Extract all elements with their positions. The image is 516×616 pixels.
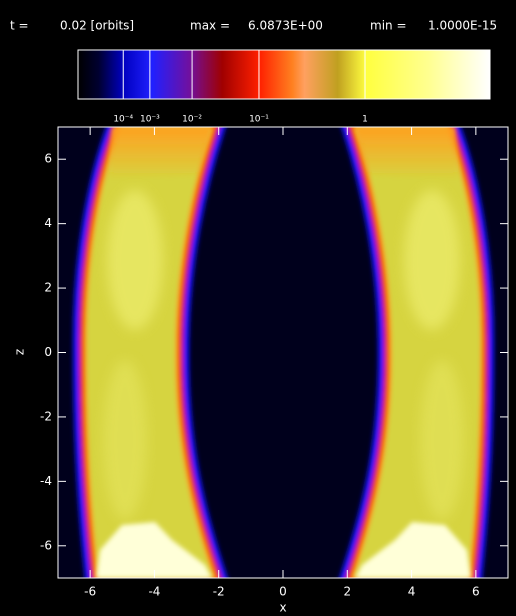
x-axis-label: x: [279, 601, 286, 615]
min-value: 1.0000E-15: [428, 19, 497, 33]
colorbar-tick-label: 10⁻³: [140, 115, 160, 125]
colorbar-tick-label: 10⁻⁴: [113, 115, 133, 125]
y-tick-label: 2: [44, 281, 52, 295]
x-tick-label: 6: [472, 585, 480, 599]
field-image: [58, 127, 508, 578]
max-value: 6.0873E+00: [248, 19, 323, 33]
y-tick-label: -2: [40, 409, 52, 423]
y-tick-label: -6: [40, 538, 52, 552]
x-tick-label: 4: [408, 585, 416, 599]
max-label: max =: [190, 19, 230, 33]
y-tick-label: -4: [40, 474, 52, 488]
x-tick-label: -2: [213, 585, 225, 599]
colorbar-tick-label: 10⁻¹: [249, 115, 269, 125]
x-tick-label: -4: [148, 585, 160, 599]
min-label: min =: [370, 19, 407, 33]
time-value: 0.02 [orbits]: [60, 19, 134, 33]
y-axis-label: z: [13, 349, 27, 355]
x-tick-label: 0: [279, 585, 287, 599]
y-tick-label: 6: [44, 152, 52, 166]
colorbar-tick-label: 10⁻²: [182, 115, 202, 125]
time-label: t =: [10, 19, 29, 33]
colorbar: [77, 49, 491, 100]
y-tick-label: 4: [44, 216, 52, 230]
x-tick-label: 2: [343, 585, 351, 599]
colorbar-tick-label: 1: [362, 115, 368, 125]
y-tick-label: 0: [44, 345, 52, 359]
x-tick-label: -6: [84, 585, 96, 599]
